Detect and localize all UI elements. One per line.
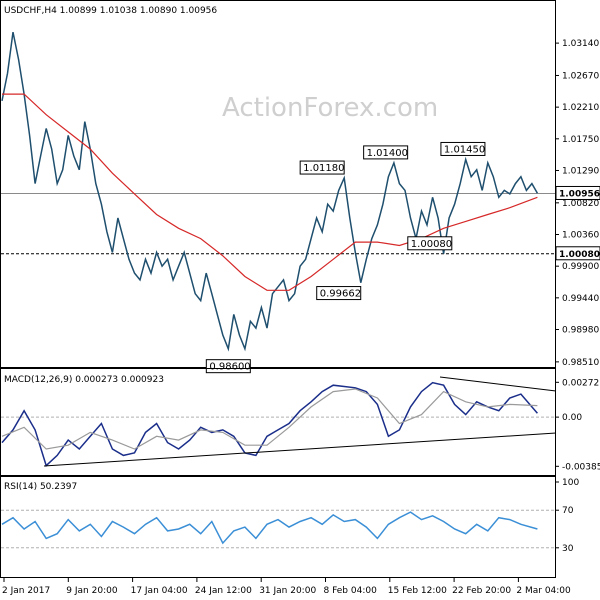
x-tick-label: 31 Jan 20:00: [259, 586, 316, 596]
price-annotation-label: 1.01180: [303, 163, 344, 174]
macd-resistance-trendline: [439, 376, 557, 392]
macd-panel-frame: [0, 368, 556, 476]
price-y-tick-label: 0.99440: [562, 294, 599, 304]
price-annotation-box: [440, 141, 486, 156]
price-annotation-label: 1.01450: [444, 144, 485, 155]
price-y-tick-label: 1.00360: [562, 231, 599, 241]
rsi-panel-frame: [0, 476, 556, 578]
macd-series-signal-line: [1, 388, 538, 450]
rsi-y-tick-label: 30: [562, 544, 574, 554]
price-annotation-box: [299, 160, 345, 175]
price-annotation-label: 0.98600: [209, 362, 250, 373]
price-y-tick-label: 1.01290: [562, 166, 599, 176]
price-panel-frame: [0, 0, 556, 368]
price-y-tick-label: 0.99900: [562, 262, 599, 272]
watermark: ActionForex.com: [222, 93, 438, 123]
x-tick-label: 9 Jan 20:00: [66, 586, 118, 596]
support-level-label: 1.00080: [559, 250, 600, 260]
x-tick-label: 22 Feb 20:00: [452, 586, 511, 596]
macd-support-trendline: [43, 432, 557, 467]
price-series-price-line: [1, 31, 539, 352]
rsi-series: [1, 509, 555, 549]
x-tick-label: 8 Feb 04:00: [324, 586, 378, 596]
rsi-y-ticks: 100 70 30: [555, 478, 579, 554]
price-annotation-box: [316, 286, 362, 301]
price-y-tick-label: 1.02210: [562, 103, 599, 113]
macd-y-tick-label: 0.00: [562, 413, 582, 423]
current-price-box: [555, 185, 600, 200]
price-annotation-label: 1.00080: [411, 239, 452, 250]
price-annotation-box: [363, 145, 409, 160]
macd-y-ticks: 0.002727 0.00 -0.003854: [555, 378, 600, 472]
price-series-sma-line: [2, 93, 538, 291]
macd-series-macd-line: [1, 381, 538, 467]
x-tick-label: 2 Jan 2017: [2, 586, 50, 596]
price-annotation-label: 1.01400: [367, 148, 408, 159]
price-y-tick-label: 0.98980: [562, 326, 599, 336]
x-tick-label: 15 Feb 12:00: [388, 586, 447, 596]
rsi-series-rsi-line: [1, 511, 538, 545]
price-y-tick-label: 1.00820: [562, 199, 599, 209]
rsi-y-tick-label: 70: [562, 506, 574, 516]
price-annotation-box: [407, 236, 453, 251]
macd-series: [1, 381, 555, 467]
x-tick-label: 24 Jan 12:00: [195, 586, 252, 596]
macd-y-tick-label: 0.002727: [562, 378, 600, 388]
rsi-panel-title: RSI(14) 50.2397: [4, 482, 77, 492]
macd-y-tick-label: -0.003854: [562, 462, 600, 472]
price-series: [1, 31, 539, 352]
rsi-y-tick-label: 100: [562, 478, 579, 488]
macd-panel-title: MACD(12,26,9) 0.000273 0.000923: [4, 375, 164, 385]
price-levels: 1.00956 1.00080: [1, 185, 600, 261]
price-panel-title: USDCHF,H4 1.00899 1.01038 1.00890 1.0095…: [4, 6, 217, 16]
price-y-tick-label: 1.02670: [562, 71, 599, 81]
price-annotation-box: [205, 359, 251, 374]
price-y-tick-label: 0.98510: [562, 358, 599, 368]
support-level-box: [555, 246, 600, 261]
price-annotation-label: 0.99662: [320, 289, 361, 300]
x-axis: 2 Jan 2017 9 Jan 20:00 17 Jan 04:00 24 Jan …: [2, 578, 571, 596]
price-y-ticks: 1.03140 1.02670 1.02210 1.01750 1.01290 1.008…: [555, 39, 599, 368]
current-price-label: 1.00956: [559, 189, 600, 199]
price-y-tick-label: 1.03140: [562, 39, 599, 49]
price-y-tick-label: 1.01750: [562, 135, 599, 145]
x-tick-label: 17 Jan 04:00: [131, 586, 188, 596]
price-annotations: 1.01180 1.01400 1.01450 0.99662 1.00080 0.986…: [205, 141, 486, 374]
x-tick-label: 2 Mar 04:00: [516, 586, 571, 596]
